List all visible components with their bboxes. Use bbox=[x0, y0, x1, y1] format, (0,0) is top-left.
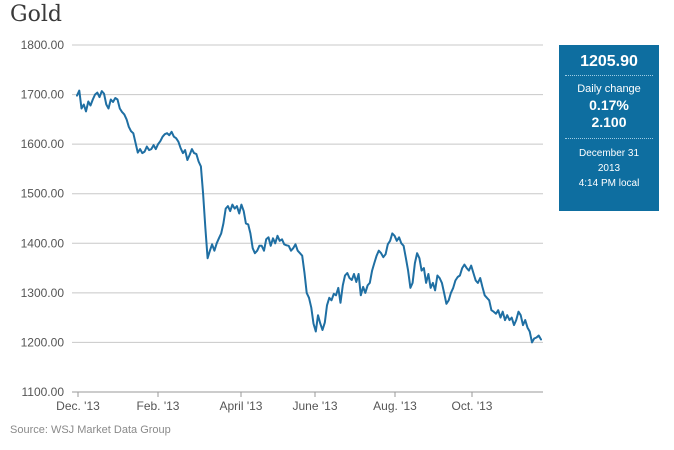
info-year: 2013 bbox=[597, 163, 621, 174]
x-tick-label: Oct. '13 bbox=[452, 399, 493, 413]
source-note: Source: WSJ Market Data Group bbox=[10, 424, 171, 436]
info-divider bbox=[565, 138, 653, 139]
price-info-box: 1205.90 Daily change 0.17% 2.100 Decembe… bbox=[559, 45, 659, 211]
y-tick-label: 1700.00 bbox=[21, 88, 65, 102]
x-tick-label: April '13 bbox=[220, 399, 263, 413]
info-time: 4:14 PM local bbox=[578, 178, 640, 189]
y-tick-label: 1500.00 bbox=[21, 187, 65, 201]
daily-change-value: 2.100 bbox=[591, 114, 627, 130]
x-tick-label: Feb. '13 bbox=[137, 399, 180, 413]
daily-change-percent: 0.17% bbox=[589, 97, 629, 113]
info-date: December 31 bbox=[578, 148, 640, 159]
x-tick-label: June '13 bbox=[293, 399, 338, 413]
gold-price-chart: 1800.00 1700.00 1600.00 1500.00 1400.00 1300.… bbox=[21, 38, 543, 413]
y-tick-label: 1100.00 bbox=[22, 385, 65, 399]
y-tick-label: 1300.00 bbox=[21, 286, 65, 300]
y-tick-label: 1400.00 bbox=[21, 236, 65, 250]
chart-title: Gold bbox=[10, 2, 62, 27]
y-tick-label: 1200.00 bbox=[21, 335, 65, 349]
x-tick-label: Dec. '13 bbox=[56, 399, 100, 413]
x-tick-label: Aug. '13 bbox=[373, 399, 417, 413]
y-tick-label: 1600.00 bbox=[21, 137, 65, 151]
price-line bbox=[76, 89, 542, 344]
daily-change-label: Daily change bbox=[577, 83, 641, 95]
current-price: 1205.90 bbox=[580, 53, 638, 70]
info-divider bbox=[565, 75, 653, 76]
y-tick-label: 1800.00 bbox=[21, 38, 65, 52]
